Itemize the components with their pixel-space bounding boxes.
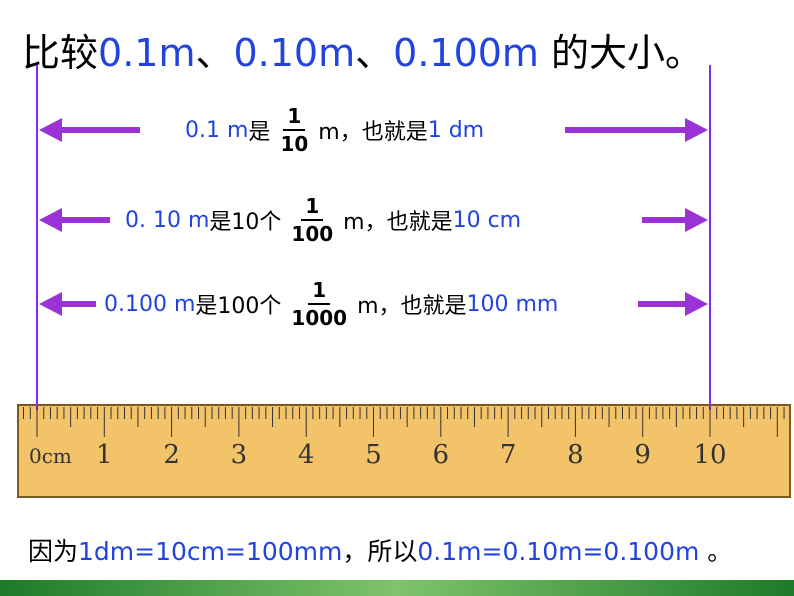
ruler-label: 5 <box>365 440 382 470</box>
title-part: 、 <box>195 31 234 75</box>
arrow-head <box>39 208 62 232</box>
row-tail: m，也就是 <box>343 210 453 235</box>
ruler-label: 6 <box>433 440 450 470</box>
conclusion-part: 。 <box>699 537 733 566</box>
row-value: 0.100 m <box>104 291 196 317</box>
title-part: 比较 <box>22 31 99 75</box>
ruler <box>17 404 791 498</box>
arrow-head <box>685 292 708 316</box>
fraction: 1 10 <box>280 103 308 157</box>
arrow-head <box>685 118 708 142</box>
denominator: 1000 <box>291 306 348 330</box>
arrows <box>39 118 708 316</box>
row-unit: 1 dm <box>427 117 485 143</box>
title-part: 0.10m <box>233 31 356 75</box>
row-tail: m，也就是 <box>318 120 428 145</box>
conclusion-part: 因为 <box>28 537 79 566</box>
numerator: 1 <box>301 193 324 221</box>
numerator: 1 <box>283 103 306 131</box>
fraction: 1 100 <box>291 193 333 247</box>
numerator: 1 <box>308 277 331 305</box>
ruler-label: 10 <box>693 440 726 470</box>
conclusion-part: 0.1m=0.10m=0.100m <box>417 537 700 566</box>
row-text: 0.1 m 是 1 10 m，也就是 1 dm <box>185 100 484 160</box>
ruler-label: 7 <box>500 440 517 470</box>
ruler-label: 0cm <box>29 444 72 468</box>
title: 比较0.1m、0.10m、0.100m 的大小。 <box>22 22 703 77</box>
conclusion: 因为1dm=10cm=100mm，所以0.1m=0.10m=0.100m 。 <box>28 532 732 568</box>
row-value: 0.1 m <box>185 117 249 143</box>
title-part: 的大小。 <box>538 31 704 75</box>
denominator: 100 <box>291 222 334 246</box>
row-tail: m，也就是 <box>357 294 467 319</box>
row-text-part: 是100个 <box>195 294 282 319</box>
row-value: 0. 10 m <box>125 207 210 233</box>
conclusion-part: ，所以 <box>342 537 418 566</box>
fraction: 1 1000 <box>291 277 347 331</box>
ruler-label: 2 <box>163 440 180 470</box>
row-text-part: 是 <box>248 120 271 145</box>
title-part: 0.1m <box>98 31 196 75</box>
conclusion-part: 1dm=10cm=100mm <box>78 537 343 566</box>
title-part: 、 <box>355 31 394 75</box>
row-unit: 10 cm <box>452 207 522 233</box>
row-text: 0.100 m 是100个 1 1000 m，也就是 100 mm <box>104 274 558 334</box>
denominator: 10 <box>280 132 309 156</box>
ruler-label: 3 <box>231 440 248 470</box>
ruler-label: 4 <box>298 440 315 470</box>
arrow-head <box>685 208 708 232</box>
footer-bar <box>0 580 794 596</box>
row-unit: 100 mm <box>466 291 559 317</box>
ruler-label: 9 <box>634 440 651 470</box>
ruler-label: 8 <box>567 440 584 470</box>
row-text-part: 是10个 <box>209 210 282 235</box>
title-part: 0.100m <box>393 31 539 75</box>
arrow-head <box>39 292 62 316</box>
ruler-label: 1 <box>96 440 113 470</box>
row-text: 0. 10 m 是10个 1 100 m，也就是 10 cm <box>125 190 521 250</box>
arrow-head <box>39 118 62 142</box>
